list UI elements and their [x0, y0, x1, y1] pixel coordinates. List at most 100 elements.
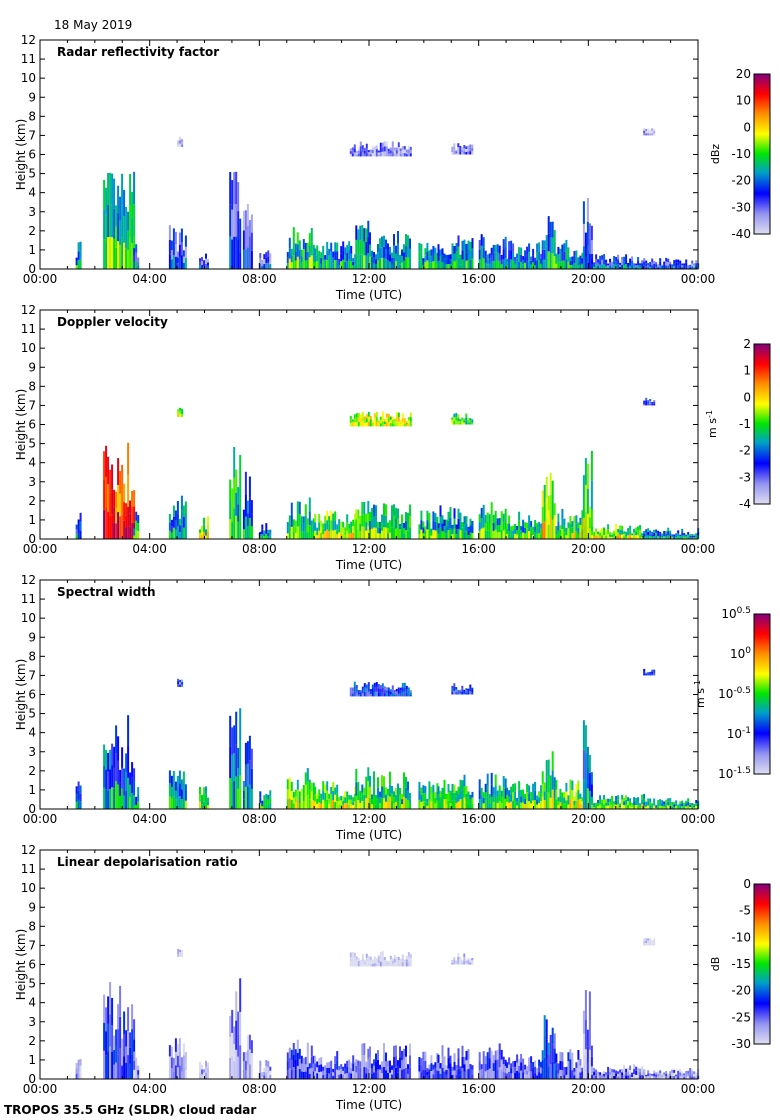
echo-cell: [603, 535, 606, 539]
echo-cell: [391, 689, 394, 693]
echo-cell: [623, 1064, 626, 1070]
echo-cell: [673, 1076, 676, 1079]
echo-cell: [133, 768, 136, 782]
echo-cell: [569, 516, 572, 524]
echo-cell: [653, 261, 656, 264]
echo-cell: [263, 533, 266, 537]
echo-cell: [265, 528, 268, 534]
echo-cell: [693, 805, 696, 808]
x-tick-label: 00:00: [23, 542, 58, 556]
echo-cell: [478, 530, 481, 539]
echo-cell: [354, 254, 357, 260]
echo-cell: [663, 266, 666, 269]
echo-cell: [350, 245, 353, 254]
echo-cell: [205, 794, 207, 802]
echo-cell: [336, 529, 339, 535]
echo-cell: [428, 513, 431, 522]
echo-cell: [532, 530, 535, 535]
echo-cell: [621, 1072, 624, 1076]
echo-cell: [367, 154, 370, 157]
echo-cell: [673, 263, 676, 266]
echo-cell: [420, 529, 423, 539]
echo-cell: [346, 1072, 349, 1079]
echo-cell: [304, 772, 307, 785]
echo-cell: [395, 787, 397, 795]
echo-cell: [675, 1076, 678, 1078]
echo-cell: [340, 253, 343, 262]
echo-cell: [655, 807, 658, 809]
echo-cell: [613, 1069, 616, 1073]
colorbar-step: [754, 966, 770, 969]
echo-cell: [494, 1069, 497, 1079]
echo-cell: [403, 1058, 405, 1069]
echo-cell: [459, 419, 462, 421]
echo-cell: [407, 530, 409, 539]
colorbar-step: [754, 416, 770, 419]
echo-cell: [563, 525, 566, 533]
echo-cell: [520, 261, 523, 269]
echo-cell: [595, 259, 598, 265]
echo-cell: [621, 256, 624, 261]
echo-cell: [207, 797, 209, 802]
echo-cell: [292, 519, 295, 526]
echo-cell: [181, 679, 184, 682]
echo-cell: [369, 691, 372, 694]
echo-cell: [201, 530, 203, 535]
echo-cell: [599, 1076, 602, 1079]
echo-cell: [332, 782, 335, 791]
echo-cell: [367, 220, 370, 237]
echo-cell: [405, 798, 407, 809]
colorbar-frame: [753, 613, 771, 775]
echo-cell: [641, 263, 644, 267]
echo-cell: [123, 242, 126, 269]
echo-cell: [353, 414, 356, 419]
colorbar-step: [754, 758, 770, 761]
echo-cell: [385, 687, 388, 691]
echo-cell: [359, 414, 362, 419]
echo-cell: [131, 1004, 134, 1030]
echo-cell: [469, 241, 472, 251]
echo-cell: [371, 420, 374, 423]
echo-cell: [484, 531, 487, 539]
echo-cell: [379, 416, 382, 420]
y-axis-label: Height (km): [14, 389, 28, 460]
echo-cell: [545, 497, 548, 519]
echo-cell: [267, 1073, 270, 1079]
colorbar-step: [754, 442, 770, 445]
echo-cell: [355, 1059, 358, 1066]
echo-cell: [615, 261, 618, 265]
echo-cell: [371, 424, 374, 427]
echo-cell: [248, 784, 251, 809]
echo-cell: [121, 464, 124, 490]
echo-cell: [645, 129, 648, 132]
echo-cell: [324, 531, 327, 539]
echo-cell: [135, 244, 138, 253]
echo-cell: [265, 1060, 268, 1067]
echo-cell: [522, 789, 525, 796]
echo-cell: [571, 790, 574, 800]
echo-cell: [500, 802, 503, 809]
echo-cell: [129, 526, 132, 539]
echo-cell: [653, 671, 656, 674]
echo-cell: [316, 1073, 319, 1079]
echo-cell: [655, 535, 658, 539]
echo-cell: [577, 799, 580, 809]
echo-cell: [536, 252, 539, 261]
echo-cell: [302, 239, 305, 250]
echo-cell: [248, 1064, 251, 1079]
echo-cell: [127, 211, 130, 231]
echo-cell: [318, 795, 321, 803]
echo-cell: [298, 526, 301, 539]
echo-cell: [467, 688, 470, 691]
echo-cell: [377, 692, 380, 697]
echo-cell: [397, 231, 399, 244]
echo-cell: [353, 152, 356, 157]
echo-cell: [373, 1065, 375, 1073]
echo-cell: [484, 250, 487, 257]
echo-cell: [233, 725, 236, 754]
echo-cell: [377, 1069, 379, 1079]
echo-cell: [451, 534, 454, 539]
echo-cell: [637, 534, 640, 539]
echo-cell: [490, 514, 493, 527]
echo-cell: [661, 535, 664, 538]
